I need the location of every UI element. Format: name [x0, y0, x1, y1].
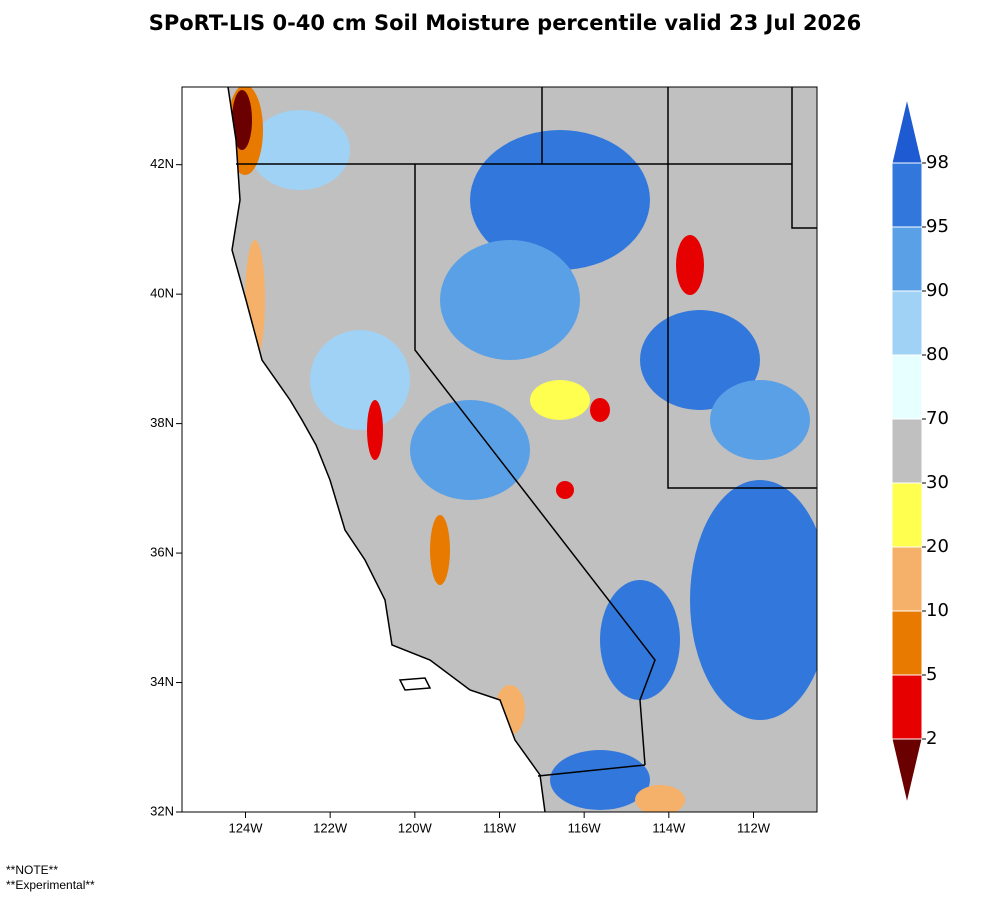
y-tick-label: 40N [150, 286, 174, 301]
soil-moisture-field [228, 87, 817, 812]
colorbar-bin [891, 610, 923, 676]
y-tick-label: 36N [150, 545, 174, 560]
colorbar-label: 10 [926, 600, 949, 621]
title: SPoRT-LIS 0-40 cm Soil Moisture percenti… [149, 11, 862, 35]
map: 124W 122W 120W 118W 116W 114W 112W 32N 34N 36N 38N… [150, 86, 818, 835]
note: **NOTE** [6, 863, 58, 877]
colorbar-label: 2 [926, 728, 937, 749]
y-tick-label: 34N [150, 674, 174, 689]
colorbar-label: 5 [926, 664, 937, 685]
colorbar-bin [891, 290, 923, 356]
colorbar-bin [891, 98, 923, 164]
x-tick-label: 112W [737, 820, 771, 835]
borders [227, 86, 817, 813]
colorbar-bin [891, 354, 923, 420]
x-tick-label: 120W [398, 820, 433, 835]
x-tick-label: 116W [568, 820, 602, 835]
y-tick-label: 42N [150, 156, 174, 171]
colorbar-bin [891, 162, 923, 228]
colorbar-label: 30 [926, 472, 949, 493]
note: **Experimental** [6, 878, 95, 892]
colorbar-label: 70 [926, 408, 949, 429]
x-tick-label: 124W [229, 820, 264, 835]
colorbar-bin [891, 738, 923, 804]
y-tick-label: 38N [150, 415, 174, 430]
colorbar-bin [891, 226, 923, 292]
colorbar-bin [891, 546, 923, 612]
colorbar-label: 98 [926, 152, 949, 173]
colorbar-bin [891, 482, 923, 548]
colorbar-label: 80 [926, 344, 949, 365]
x-tick-label: 118W [483, 820, 517, 835]
colorbar-bin [891, 674, 923, 740]
colorbar-label: 20 [926, 536, 949, 557]
y-tick-label: 32N [150, 803, 174, 818]
x-tick-label: 114W [652, 820, 686, 835]
colorbar-label: 90 [926, 280, 949, 301]
colorbar-bin [891, 418, 923, 484]
colorbar-label: 95 [926, 216, 949, 237]
colorbar: 2 5 10 20 30 70 80 90 95 98 [891, 98, 949, 804]
x-tick-label: 122W [313, 820, 348, 835]
